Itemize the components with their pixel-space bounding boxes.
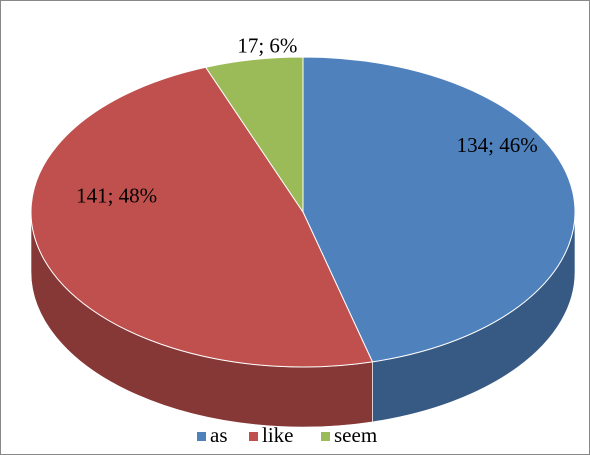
data-label: 17; 6%	[237, 34, 297, 58]
data-label: 141; 48%	[76, 183, 157, 207]
pie-slice	[30, 66, 374, 368]
pie-slice	[204, 56, 304, 214]
data-label: 134; 46%	[457, 133, 538, 157]
pie-slice	[302, 56, 576, 363]
legend-label: seem	[334, 423, 377, 447]
legend-swatch	[197, 432, 206, 441]
legend-label: like	[262, 423, 294, 447]
legend-label: as	[210, 423, 228, 447]
legend-swatch	[249, 432, 258, 441]
legend-swatch	[321, 432, 330, 441]
